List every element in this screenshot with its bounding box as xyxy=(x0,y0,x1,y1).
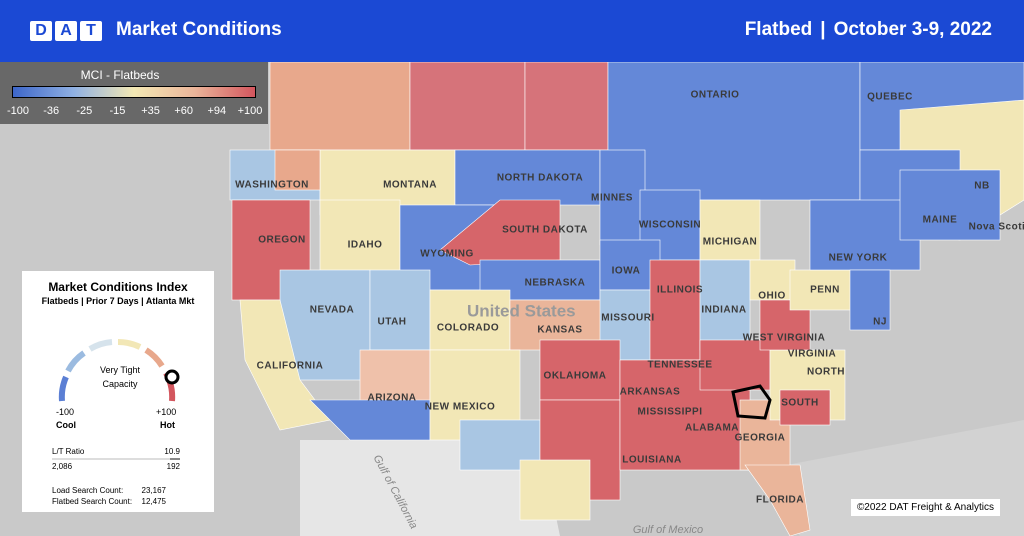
ratio-value: 10.9 xyxy=(164,447,180,456)
legend-label: -36 xyxy=(43,105,60,117)
legend-label: -25 xyxy=(76,105,93,117)
map-label: COLORADO xyxy=(437,323,499,334)
legend-label: +35 xyxy=(141,105,160,117)
gauge-label: Very Tight Capacity xyxy=(99,365,141,389)
map-label: NB xyxy=(974,181,989,192)
map-label: United States xyxy=(467,301,576,320)
map-label: Gulf of Mexico xyxy=(633,524,703,536)
map-label: UTAH xyxy=(377,317,406,328)
map-label: OKLAHOMA xyxy=(544,371,607,382)
map-label: TENNESSEE xyxy=(647,360,712,371)
load-search-value: 23,167 xyxy=(141,486,166,495)
ratio-bar-fill xyxy=(170,458,180,460)
logo-letter: D xyxy=(30,21,52,41)
map-label: NEW MEXICO xyxy=(425,402,496,413)
loads: 2,086 xyxy=(52,462,73,471)
separator: | xyxy=(820,19,826,40)
map-label: MINNES xyxy=(591,193,633,204)
gauge-needle xyxy=(164,369,180,385)
panel-title: Market Conditions Index xyxy=(48,280,188,294)
map-label: OREGON xyxy=(258,235,305,246)
max-label: +100 xyxy=(156,407,177,417)
gauge-arc xyxy=(58,375,69,402)
map-label: SOUTH DAKOTA xyxy=(502,225,588,236)
map-label: Nova Scotia xyxy=(969,222,1024,233)
map-label: PENN xyxy=(810,285,840,296)
gauge-arc xyxy=(65,350,86,373)
date-range: October 3-9, 2022 xyxy=(833,19,992,40)
map-label: FLORIDA xyxy=(756,495,804,506)
map-label: WEST VIRGINIA xyxy=(743,333,826,344)
map-labels: ONTARIO QUEBEC NORTH DAKOTA MINNES WASHI… xyxy=(235,90,1024,536)
map-label: IOWA xyxy=(612,266,641,277)
logo: D A T xyxy=(30,21,102,41)
panel-subtitle: Flatbeds | Prior 7 Days | Atlanta Mkt xyxy=(41,296,195,306)
ratio-label: L/T Ratio xyxy=(52,447,85,456)
map-label: MISSOURI xyxy=(601,313,654,324)
map-label: WYOMING xyxy=(420,249,474,260)
min-label: -100 xyxy=(56,407,75,417)
ratio-bar xyxy=(52,458,180,460)
map-label: VIRGINIA xyxy=(788,349,836,360)
map-label: ARKANSAS xyxy=(620,387,681,398)
map-label: GEORGIA xyxy=(735,433,786,444)
legend-bar xyxy=(12,86,256,98)
map-label: LOUISIANA xyxy=(622,455,682,466)
map-label: ALABAMA xyxy=(685,423,739,434)
map-label: IDAHO xyxy=(348,240,383,251)
header-title: Market Conditions xyxy=(116,19,282,40)
map-label: ONTARIO xyxy=(691,90,740,101)
header: D A T Market Conditions Flatbed | Octobe… xyxy=(0,0,1024,62)
regions xyxy=(229,61,1024,536)
panel: Market Conditions Index Flatbeds | Prior… xyxy=(22,271,214,512)
equipment: Flatbed xyxy=(744,19,813,40)
map-label: NORTH xyxy=(807,367,845,378)
copyright: ©2022 DAT Freight & Analytics xyxy=(850,499,1000,516)
logo-letter: A xyxy=(55,21,77,41)
gauge-arc xyxy=(88,339,113,352)
map-label: NORTH DAKOTA xyxy=(497,173,583,184)
legend-label: +94 xyxy=(207,105,227,117)
gauge-arc xyxy=(144,347,165,368)
map-label: NEW YORK xyxy=(829,253,888,264)
map-label: OHIO xyxy=(758,291,786,302)
map-label: WASHINGTON xyxy=(235,180,309,191)
map-label: ILLINOIS xyxy=(657,285,703,296)
map-label: QUEBEC xyxy=(867,92,913,103)
map-label: SOUTH xyxy=(781,398,819,409)
atlanta-market xyxy=(731,384,772,420)
flatbed-search-value: 12,475 xyxy=(141,497,166,506)
load-search-label: Load Search Count: xyxy=(52,486,124,495)
map-label: MISSISSIPPI xyxy=(638,407,703,418)
header-right: Flatbed | October 3-9, 2022 xyxy=(745,19,992,41)
legend-label: -15 xyxy=(109,105,126,117)
min-text: Cool xyxy=(56,420,76,430)
map-label: NEVADA xyxy=(310,305,354,316)
map-label: MAINE xyxy=(923,215,958,226)
legend: MCI - Flatbeds -100 -36 -25 -15 +35 +60 +94 +10… xyxy=(0,62,268,124)
gauge-arc xyxy=(117,338,142,350)
map-label: CALIFORNIA xyxy=(257,361,324,372)
flatbed-search-label: Flatbed Search Count: xyxy=(52,497,133,506)
trucks: 192 xyxy=(166,462,180,471)
gauge xyxy=(58,338,180,402)
map-label: WISCONSIN xyxy=(639,220,701,231)
map-label: ARIZONA xyxy=(367,393,416,404)
legend-label: +100 xyxy=(237,105,263,117)
map-label: NEBRASKA xyxy=(525,278,586,289)
map-label: NJ xyxy=(873,317,887,328)
map-label: MICHIGAN xyxy=(703,237,758,248)
map-label: MONTANA xyxy=(383,180,437,191)
legend-label: -100 xyxy=(6,105,30,117)
legend-title: MCI - Flatbeds xyxy=(80,68,160,82)
map-label: KANSAS xyxy=(537,325,582,336)
logo-letter: T xyxy=(80,21,102,41)
legend-labels: -100 -36 -25 -15 +35 +60 +94 +100 xyxy=(0,105,268,119)
max-text: Hot xyxy=(160,420,175,430)
legend-label: +60 xyxy=(174,105,194,117)
map-label: INDIANA xyxy=(701,305,746,316)
